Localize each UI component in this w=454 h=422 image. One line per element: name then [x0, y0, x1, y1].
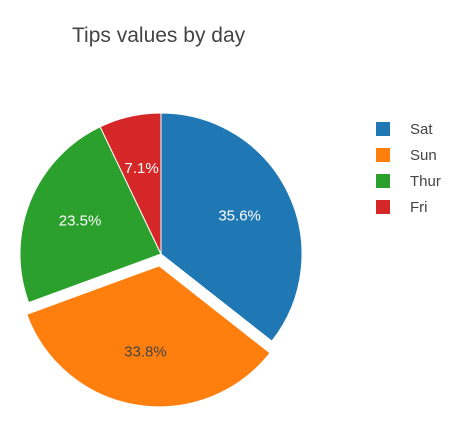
legend-swatch-sat	[376, 122, 390, 136]
pie-slice-sun[interactable]	[26, 265, 271, 408]
chart-title: Tips values by day	[72, 24, 246, 47]
pie-slice-labels: 35.6% 33.8% 23.5% 7.1%	[59, 160, 261, 360]
legend-label-fri: Fri	[410, 198, 428, 216]
pie-label-sun: 33.8%	[124, 344, 167, 361]
pie-slices	[19, 112, 303, 408]
pie-label-thur: 23.5%	[59, 213, 102, 230]
legend-label-sun: Sun	[410, 146, 437, 164]
pie-slice-sat[interactable]	[160, 112, 303, 342]
legend-item-sun[interactable]: Sun	[376, 142, 441, 168]
legend-swatch-fri	[376, 200, 390, 214]
legend-item-thur[interactable]: Thur	[376, 168, 441, 194]
legend: Sat Sun Thur Fri	[376, 116, 441, 220]
legend-swatch-thur	[376, 174, 390, 188]
pie-slice-fri[interactable]	[99, 112, 162, 255]
pie-label-sat: 35.6%	[218, 207, 261, 224]
legend-label-sat: Sat	[410, 120, 433, 138]
legend-label-thur: Thur	[410, 172, 441, 190]
legend-item-sat[interactable]: Sat	[376, 116, 441, 142]
legend-swatch-sun	[376, 148, 390, 162]
pie-label-fri: 7.1%	[125, 160, 159, 177]
legend-item-fri[interactable]: Fri	[376, 194, 441, 220]
pie-slice-thur[interactable]	[19, 126, 162, 304]
